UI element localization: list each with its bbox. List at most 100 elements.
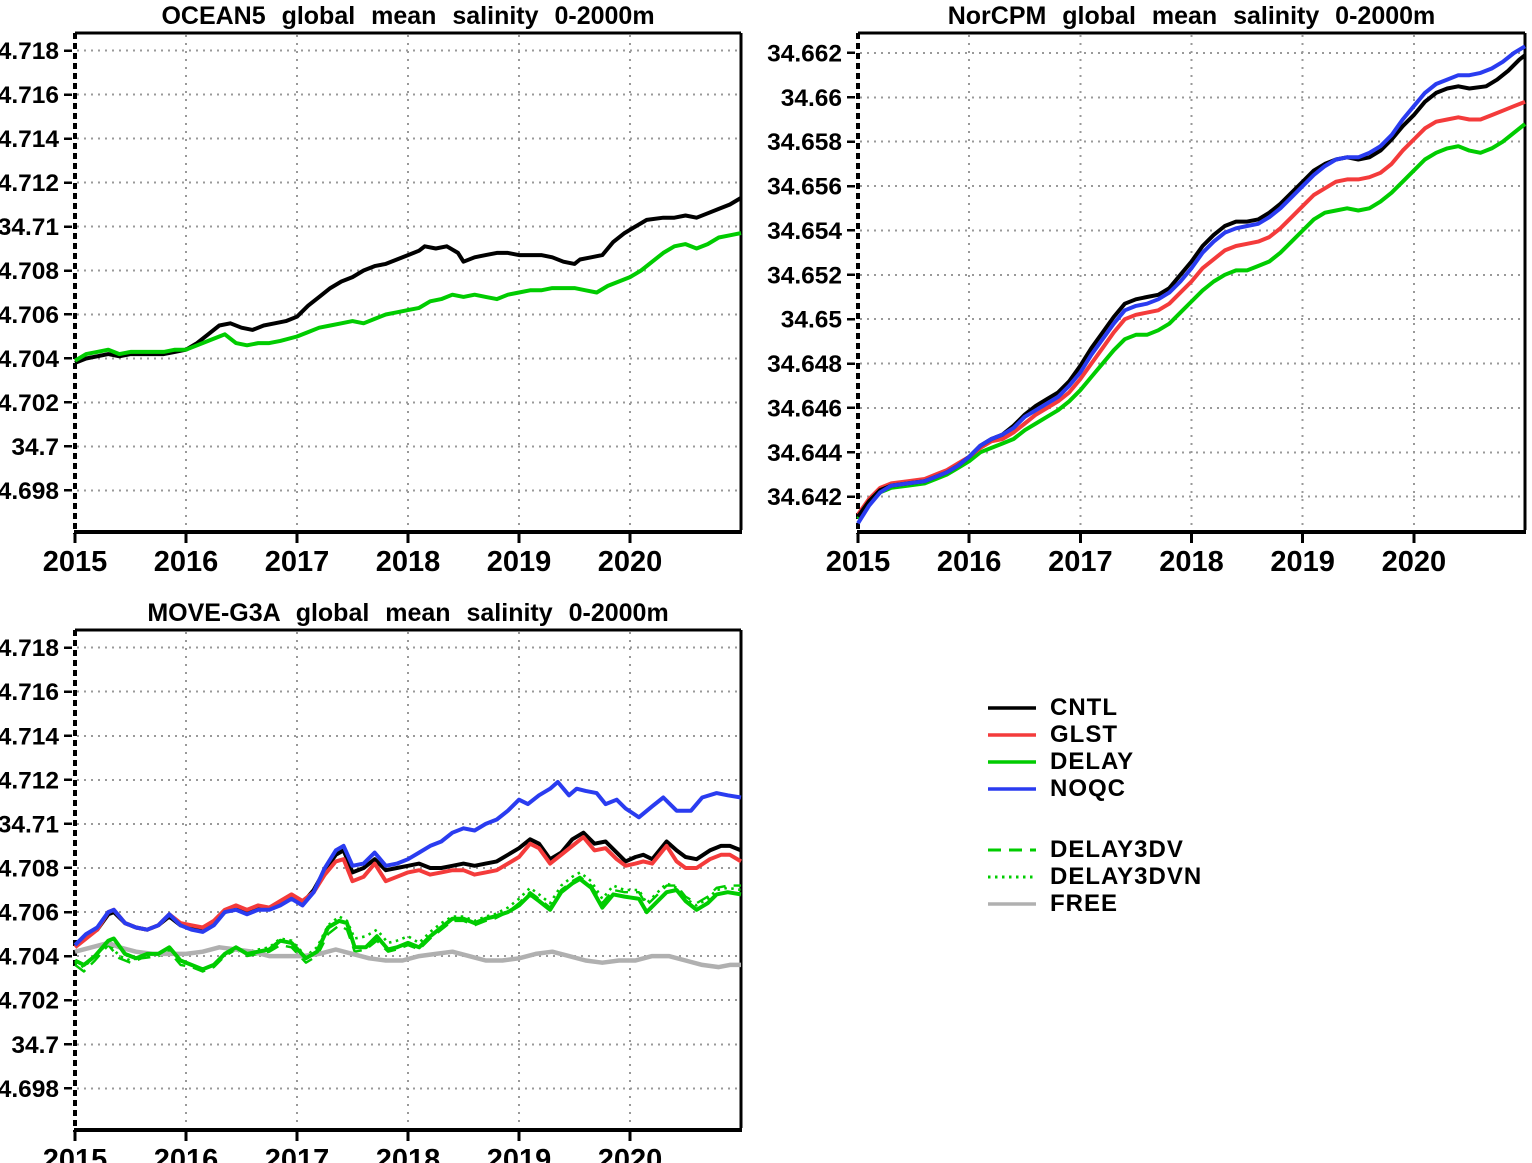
x-tick-label: 2015 [43,546,108,578]
legend-line-delay [988,759,1036,764]
axes-ocean5 [73,31,743,534]
y-tick-label: 34.702 [0,988,59,1015]
series-cntl-ocean5 [74,196,743,365]
y-tick-label: 34.714 [0,723,59,750]
chart-canvas-norcpm: 34.662 34.66 34.658 34.656 34.654 34.652 34.65… [767,31,1527,578]
chart-canvas-ocean5: 34.718 34.716 34.714 34.712 34.71 34.708 34.70… [0,31,743,578]
x-tick-label: 2019 [487,1144,552,1163]
x-tick-label: 2016 [154,546,219,578]
y-tick-label: 34.65 [781,307,842,334]
chart-title-moveg3a: MOVE-G3A global mean salinity 0-2000m [147,599,669,627]
legend-label-noqc: NOQC [1050,774,1126,802]
chart-norcpm: NorCPM global mean salinity 0-2000m 34.6… [766,0,1532,582]
y-tick-label: 34.708 [0,855,59,882]
legend-label-cntl: CNTL [1050,693,1118,721]
legend-label-free: FREE [1050,889,1119,917]
legend-line-cntl [988,705,1036,710]
y-tick-label: 34.704 [0,944,59,971]
y-tick-label: 34.712 [0,170,59,197]
legend-label-delay3dvn: DELAY3DVN [1050,862,1203,890]
x-axis-norcpm: 2015 2016 2017 2018 2019 2020 [826,534,1446,578]
y-tick-label: 34.7 [11,1032,59,1059]
chart-title-norcpm: NorCPM global mean salinity 0-2000m [947,2,1436,30]
y-axis-moveg3a: 34.718 34.716 34.714 34.712 34.71 34.708 34.70… [0,635,72,1103]
y-tick-label: 34.716 [0,82,59,109]
x-tick-label: 2020 [598,546,663,578]
legend-item-free: FREE [986,890,1202,917]
series-group-norcpm [856,44,1527,525]
legend-label-delay3dv: DELAY3DV [1050,835,1184,863]
x-tick-label: 2017 [265,1144,330,1163]
y-tick-label: 34.648 [767,351,842,378]
legend-label-delay: DELAY [1050,747,1135,775]
y-tick-label: 34.652 [767,262,842,289]
x-tick-label: 2015 [43,1144,108,1163]
y-tick-label: 34.702 [0,390,59,417]
x-tick-label: 2019 [487,546,552,578]
x-tick-label: 2020 [598,1144,663,1163]
y-tick-label: 34.656 [767,174,842,201]
axes-norcpm [856,31,1527,534]
x-tick-label: 2019 [1270,546,1335,578]
y-tick-label: 34.658 [767,129,842,156]
legend-line-noqc [988,786,1036,791]
x-tick-label: 2018 [376,546,441,578]
y-tick-label: 34.718 [0,38,59,65]
series-delay-norcpm [856,122,1527,521]
y-tick-label: 34.66 [781,85,842,112]
x-axis-moveg3a: 2015 2016 2017 2018 2019 2020 [43,1132,663,1163]
y-tick-label: 34.716 [0,679,59,706]
y-tick-label: 34.642 [767,484,842,511]
y-tick-label: 34.646 [767,395,842,422]
legend-item-noqc: NOQC [986,775,1202,802]
legend-item-delay3dvn: DELAY3DVN [986,863,1202,890]
y-tick-label: 34.718 [0,635,59,662]
legend-label-glst: GLST [1050,720,1118,748]
gridlines-ocean5 [77,35,741,530]
y-tick-label: 34.712 [0,767,59,794]
chart-moveg3a: MOVE-G3A global mean salinity 0-2000m 34… [0,590,766,1163]
y-tick-label: 34.706 [0,900,59,927]
y-tick-label: 34.698 [0,478,59,505]
x-axis-ocean5: 2015 2016 2017 2018 2019 2020 [43,534,663,578]
y-tick-label: 34.706 [0,302,59,329]
x-tick-label: 2018 [376,1144,441,1163]
legend-item-glst: GLST [986,721,1202,748]
chart-legend: CNTL GLST DELAY NOQC DELAY3DV DELAY3DVN FREE [986,694,1202,917]
y-tick-label: 34.708 [0,258,59,285]
chart-ocean5: OCEAN5 global mean salinity 0-2000m 34.7… [0,0,766,582]
legend-item-delay: DELAY [986,748,1202,775]
legend-line-glst [988,732,1036,737]
series-group-moveg3a [73,780,743,973]
x-tick-label: 2017 [1048,546,1113,578]
series-free-moveg3a [74,940,741,970]
y-tick-label: 34.644 [767,440,842,467]
x-tick-label: 2015 [826,546,891,578]
series-glst-moveg3a [73,835,743,949]
y-tick-label: 34.7 [11,434,59,461]
series-noqc-norcpm [856,44,1527,525]
y-tick-label: 34.698 [0,1076,59,1103]
series-delay3dv-moveg3a [74,875,741,973]
series-delay-ocean5 [73,231,742,363]
y-tick-label: 34.714 [0,126,59,153]
legend-line-free [988,901,1036,906]
x-tick-label: 2016 [937,546,1002,578]
series-group-ocean5 [73,196,743,365]
series-delay3dvn-moveg3a [74,871,742,971]
y-axis-ocean5: 34.718 34.716 34.714 34.712 34.71 34.708 34.70… [0,38,72,505]
axes-moveg3a [73,628,743,1132]
chart-title-ocean5: OCEAN5 global mean salinity 0-2000m [161,2,655,30]
legend-item-delay3dv: DELAY3DV [986,836,1202,863]
y-tick-label: 34.704 [0,346,59,373]
y-tick-label: 34.71 [0,811,59,838]
x-tick-label: 2020 [1382,546,1447,578]
x-tick-label: 2017 [265,546,330,578]
legend-line-delay3dvn [988,875,1036,878]
series-delay-moveg3a [74,877,742,972]
y-tick-label: 34.71 [0,214,59,241]
y-tick-label: 34.654 [767,218,842,245]
series-noqc-moveg3a [73,780,742,947]
x-tick-label: 2018 [1159,546,1224,578]
